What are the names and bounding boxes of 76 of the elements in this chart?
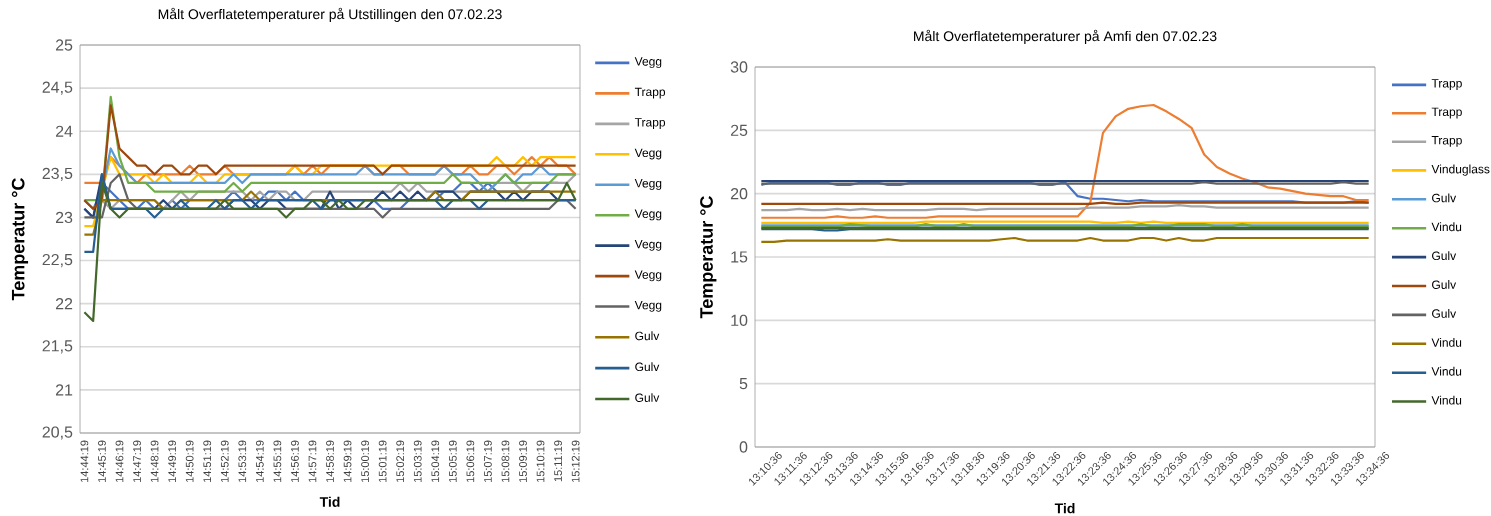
- legend-label: Gulv: [1432, 280, 1457, 289]
- x-tick-label: 14:56:19: [291, 440, 299, 483]
- x-tick-label: 15:11:19: [554, 440, 562, 482]
- chart-title: Målt Overflatetemperaturer på Amfi den 07.02.23: [914, 29, 1217, 44]
- x-tick-label: 14:59:19: [343, 440, 352, 483]
- x-tick-label: 14:55:19: [273, 440, 282, 483]
- legend-label: Vegg: [634, 300, 662, 312]
- y-tick-label: 25: [55, 39, 73, 51]
- x-tick-label: 14:52:19: [220, 440, 229, 483]
- y-tick-label: 0: [739, 441, 748, 453]
- y-tick-label: 23,5: [42, 167, 73, 181]
- y-tick-label: 21: [55, 384, 73, 396]
- legend-label: Vegg: [634, 179, 662, 190]
- legend-label: Vindu: [1431, 337, 1462, 347]
- y-tick-label: 22,5: [42, 253, 73, 268]
- chart-title: Målt Overflatetemperaturer på Utstillingen den 07.02.23: [158, 7, 502, 22]
- legend-label: Vegg: [634, 209, 662, 221]
- x-tick-label: 14:57:19: [308, 440, 317, 483]
- y-tick-label: 23: [55, 211, 73, 224]
- legend-label: Gulv: [635, 362, 660, 372]
- legend-label: Gulv: [1432, 251, 1457, 261]
- x-tick-label: 15:00:19: [361, 440, 369, 483]
- y-tick-label: 22: [55, 298, 73, 310]
- y-tick-label: 30: [730, 61, 748, 73]
- legend-label: Trapp: [634, 118, 666, 129]
- y-tick-label: 20: [730, 188, 748, 200]
- legend-label: Trapp: [1431, 79, 1462, 90]
- y-axis-title: Temperatur °C: [11, 178, 29, 301]
- legend-label: Vegg: [634, 240, 662, 251]
- legend-label: Gulv: [1432, 193, 1457, 203]
- legend-label: Vegg: [634, 270, 662, 282]
- legend-label: Vindu: [1431, 222, 1462, 232]
- y-tick-label: 15: [731, 251, 748, 263]
- x-axis-title: Tid: [1054, 503, 1075, 514]
- x-tick-label: 15:08:19: [501, 440, 510, 483]
- x-tick-label: 15:01:19: [378, 440, 387, 483]
- legend-label: Trapp: [1431, 136, 1462, 147]
- y-tick-label: 5: [739, 378, 748, 390]
- legend-label: Gulv: [635, 393, 660, 402]
- x-tick-label: 15:02:19: [396, 440, 405, 483]
- y-tick-label: 10: [731, 314, 748, 326]
- y-tick-label: 20,5: [42, 426, 73, 440]
- y-tick-label: 24,5: [42, 81, 73, 95]
- legend-label: Vinduglass: [1431, 164, 1490, 176]
- x-tick-label: 14:51:19: [203, 440, 212, 483]
- x-tick-label: 14:49:19: [168, 440, 176, 483]
- x-axis-title: Tid: [319, 496, 340, 507]
- legend-label: Gulv: [1432, 309, 1457, 318]
- legend-label: Vindu: [1431, 395, 1462, 405]
- legend-label: Trapp: [634, 87, 666, 99]
- legend-label: Vegg: [634, 148, 662, 160]
- x-tick-label: 14:48:19: [150, 440, 159, 483]
- x-tick-label: 14:44:19: [80, 440, 89, 483]
- y-tick-label: 25: [730, 124, 748, 136]
- x-tick-label: 14:46:19: [115, 440, 124, 483]
- legend-label: Vegg: [634, 57, 662, 69]
- legend-label: Vindu: [1431, 366, 1462, 376]
- x-tick-label: 15:04:19: [431, 440, 440, 483]
- x-tick-label: 14:54:19: [255, 440, 264, 483]
- x-tick-label: 14:58:19: [326, 440, 334, 483]
- x-tick-label: 14:47:19: [133, 440, 141, 483]
- x-tick-label: 14:50:19: [185, 440, 194, 483]
- x-tick-label: 15:09:19: [519, 440, 527, 483]
- y-tick-label: 21,5: [42, 340, 73, 354]
- x-tick-label: 15:05:19: [448, 440, 457, 483]
- y-tick-label: 24: [55, 125, 73, 137]
- x-tick-label: 15:06:19: [466, 440, 475, 483]
- x-tick-label: 15:10:19: [536, 440, 545, 483]
- x-tick-label: 14:53:19: [238, 440, 247, 483]
- x-tick-label: 15:12:19: [571, 440, 580, 483]
- x-tick-label: 15:03:19: [413, 440, 422, 483]
- y-axis-title: Temperatur °C: [700, 196, 717, 319]
- legend-label: Gulv: [635, 331, 660, 341]
- x-tick-label: 15:07:19: [484, 440, 492, 483]
- legend-label: Trapp: [1431, 107, 1462, 119]
- x-tick-label: 14:45:19: [98, 440, 106, 483]
